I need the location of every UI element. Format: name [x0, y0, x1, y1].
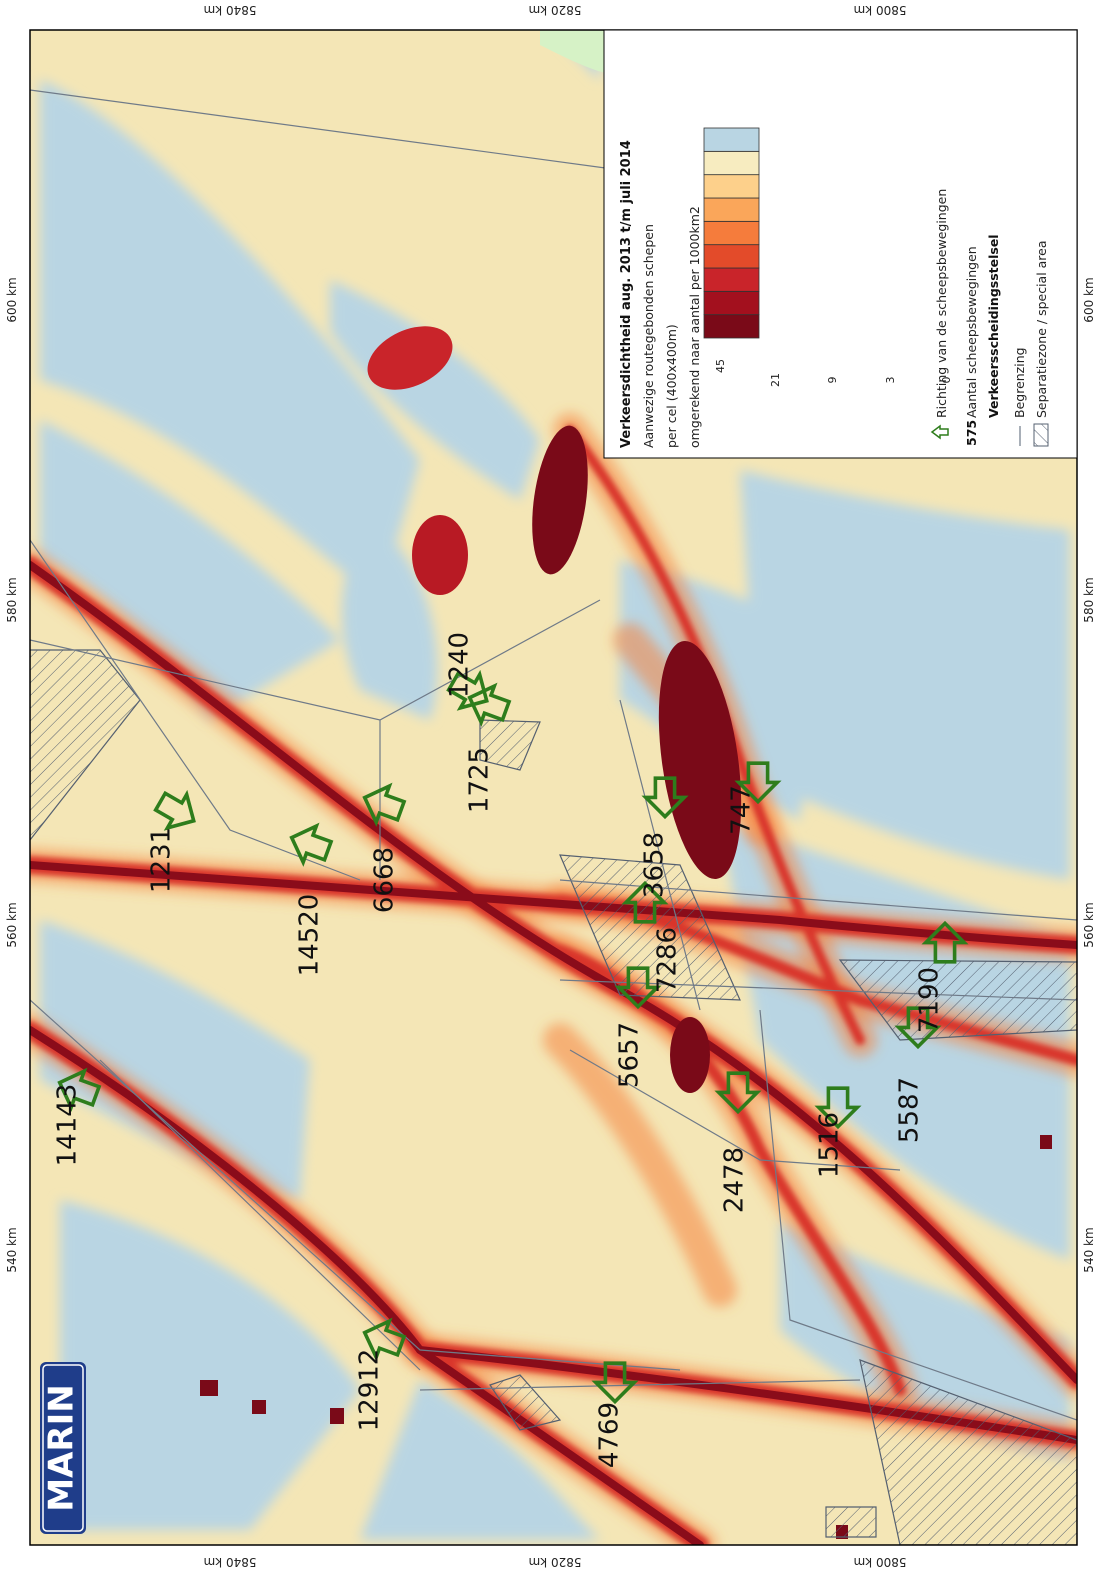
coord-label: 5820 km	[529, 1555, 582, 1569]
direction-arrow-icon	[621, 880, 669, 924]
direction-arrow-icon	[641, 776, 689, 820]
coord-label: 5800 km	[854, 1555, 907, 1569]
direction-arrow-icon	[614, 966, 662, 1010]
vessel-count-label: 747	[727, 785, 757, 835]
legend-line1: Aanwezige routegebonden schepen	[641, 224, 656, 448]
coord-label: 560 km	[1082, 902, 1096, 947]
direction-arrow-icon	[714, 1071, 762, 1115]
direction-arrow-icon	[467, 682, 512, 727]
direction-arrow-icon	[921, 920, 969, 964]
vessel-count-label: 1516	[815, 1112, 845, 1178]
direction-arrows	[57, 669, 969, 1405]
legend: Verkeersdichtheid aug. 2013 t/m juli 201…	[603, 29, 1078, 459]
legend-line2: per cel (400x400m)	[664, 324, 679, 448]
legend-section: Verkeersscheidingsstelsel	[986, 234, 1001, 418]
tss-boundary-lines	[30, 89, 1077, 1421]
scale-swatch	[703, 290, 760, 316]
vessel-count-label: 5587	[895, 1077, 925, 1143]
legend-boundary-item: Begrenzing	[1012, 347, 1027, 418]
coord-label: 600 km	[5, 277, 19, 322]
coord-label: 600 km	[1082, 277, 1096, 322]
anchorage-areas	[200, 326, 1052, 1539]
logo-text: MARIN	[42, 1384, 82, 1511]
direction-arrow-icon	[814, 1086, 862, 1130]
scale-swatch	[703, 314, 760, 339]
vessel-count-label: 1231	[147, 827, 177, 893]
legend-arrow-item: Richting van de scheepsbewegingen	[934, 189, 949, 418]
direction-arrow-icon	[362, 782, 407, 827]
vessel-count-label: 5657	[615, 1022, 645, 1088]
vessel-count-label: 7190	[915, 967, 945, 1033]
scale-swatch	[703, 127, 760, 152]
land-area	[540, 30, 620, 75]
legend-title: Verkeersdichtheid aug. 2013 t/m juli 201…	[619, 140, 634, 448]
vessel-count-label: 14520	[295, 894, 325, 977]
separation-zones	[30, 649, 1077, 1545]
coord-label: 540 km	[1082, 1227, 1096, 1272]
coord-label: 5840 km	[204, 1555, 257, 1569]
vessel-count-label: 12912	[355, 1349, 385, 1432]
scale-tick: 21	[769, 373, 782, 387]
scale-swatch	[703, 220, 760, 246]
vessel-count-label: 6668	[370, 847, 400, 913]
vessel-count-label: 1725	[465, 747, 495, 813]
coord-label: 5820 km	[529, 3, 582, 17]
direction-arrow-icon	[591, 1361, 639, 1405]
scale-tick: 9	[826, 377, 839, 384]
vessel-counts: 14143 12912 1231 14520 6668 1725 1240 3658 747 72…	[53, 632, 945, 1468]
coordinate-labels: 5840 km 5820 km 5800 km 5840 km 5820 km …	[5, 3, 1096, 1569]
scale-tick: 45	[714, 359, 727, 373]
scale-swatch	[703, 267, 760, 292]
map-frame	[29, 29, 1078, 1546]
scale-swatch	[703, 197, 760, 222]
color-scale	[703, 127, 760, 339]
vessel-count-label: 1240	[445, 632, 475, 698]
scale-tick: 0	[940, 377, 953, 384]
direction-arrow-icon	[894, 1006, 942, 1050]
scale-swatch	[703, 150, 760, 176]
scale-swatch	[703, 174, 760, 199]
direction-arrow-icon	[289, 822, 334, 867]
marin-logo: MARIN	[40, 1362, 86, 1534]
separation-legend-icon	[1033, 423, 1049, 447]
direction-arrow-icon	[57, 1067, 102, 1112]
coord-label: 5800 km	[854, 3, 907, 17]
coord-label: 560 km	[5, 902, 19, 947]
arrow-legend-icon	[930, 424, 949, 440]
vessel-count-label: 7286	[653, 927, 683, 993]
coord-label: 540 km	[5, 1227, 19, 1272]
legend-box	[603, 29, 1078, 459]
scale-tick: 3	[884, 377, 897, 384]
coord-label: 5840 km	[204, 3, 257, 17]
vessel-count-label: 2478	[720, 1147, 750, 1213]
vessel-count-label: 14143	[53, 1084, 83, 1167]
coord-label: 580 km	[5, 577, 19, 622]
scale-swatch	[703, 244, 760, 269]
direction-arrow-icon	[362, 1317, 407, 1362]
legend-count-sample: 575	[964, 420, 979, 446]
legend-line3: omgerekend naar aantal per 1000km2	[687, 206, 702, 448]
direction-arrow-icon	[734, 761, 782, 805]
vessel-count-label: 4769	[595, 1402, 625, 1468]
direction-arrow-icon	[153, 789, 196, 831]
legend-count-item: Aantal scheepsbewegingen	[964, 246, 979, 418]
legend-separation-item: Separatiezone / special area	[1034, 240, 1049, 418]
vessel-count-label: 3658	[640, 832, 670, 898]
coord-label: 580 km	[1082, 577, 1096, 622]
